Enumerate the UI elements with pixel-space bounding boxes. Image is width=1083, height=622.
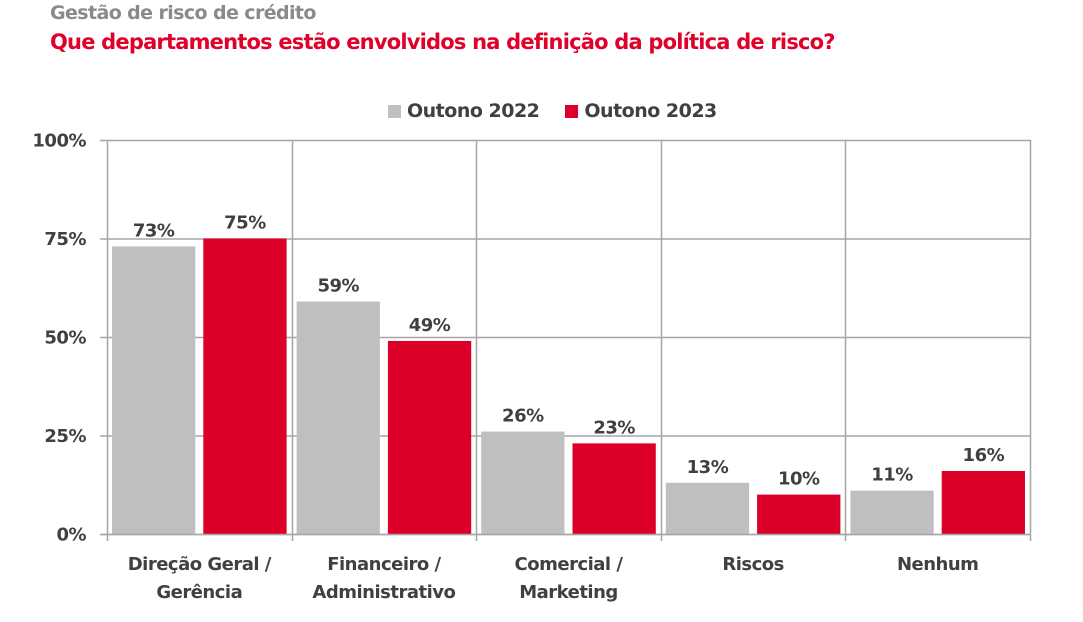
bar-2023-3 <box>757 494 841 534</box>
bar-2022-1 <box>296 301 380 534</box>
legend-item-2023: Outono 2023 <box>565 100 717 122</box>
chart-title: Que departamentos estão envolvidos na de… <box>50 30 836 54</box>
bar-2022-0 <box>112 246 196 534</box>
bar-2022-4 <box>850 490 934 534</box>
x-category-label: Comercial / <box>515 554 624 575</box>
data-label: 75% <box>224 213 266 234</box>
data-label: 26% <box>502 406 544 427</box>
data-label: 13% <box>687 457 729 478</box>
x-category-label: Administrativo <box>312 582 455 603</box>
legend-label-2022: Outono 2022 <box>407 100 540 122</box>
data-label: 59% <box>317 276 359 297</box>
bar-2022-3 <box>665 482 750 534</box>
data-label: 10% <box>778 469 820 490</box>
y-tick-label: 75% <box>44 229 86 250</box>
bar-2022-2 <box>481 431 565 534</box>
legend-label-2023: Outono 2023 <box>584 100 717 122</box>
bar-2023-0 <box>203 238 287 534</box>
legend-item-2022: Outono 2022 <box>388 100 540 122</box>
data-label: 23% <box>593 417 635 438</box>
y-tick-label: 50% <box>44 328 86 349</box>
bar-2023-4 <box>941 470 1025 534</box>
bar-2023-2 <box>572 443 656 534</box>
y-tick-label: 25% <box>44 426 86 447</box>
data-label: 11% <box>871 465 913 486</box>
data-label: 73% <box>133 220 175 241</box>
x-category-label: Direção Geral / <box>128 554 272 575</box>
legend-swatch-2022 <box>388 104 401 118</box>
bar-2023-1 <box>387 340 472 534</box>
x-category-label: Riscos <box>722 554 784 575</box>
x-category-label: Marketing <box>519 582 618 603</box>
data-label: 49% <box>409 315 451 336</box>
chart-kicker: Gestão de risco de crédito <box>50 2 316 24</box>
x-category-label: Financeiro / <box>327 554 441 575</box>
legend-swatch-2023 <box>565 104 579 118</box>
y-tick-label: 0% <box>56 525 86 546</box>
x-category-label: Gerência <box>156 582 242 603</box>
chart-legend: Outono 2022 Outono 2023 <box>388 100 743 122</box>
x-category-label: Nenhum <box>897 554 978 575</box>
y-tick-label: 100% <box>32 131 86 152</box>
data-label: 16% <box>963 445 1005 466</box>
